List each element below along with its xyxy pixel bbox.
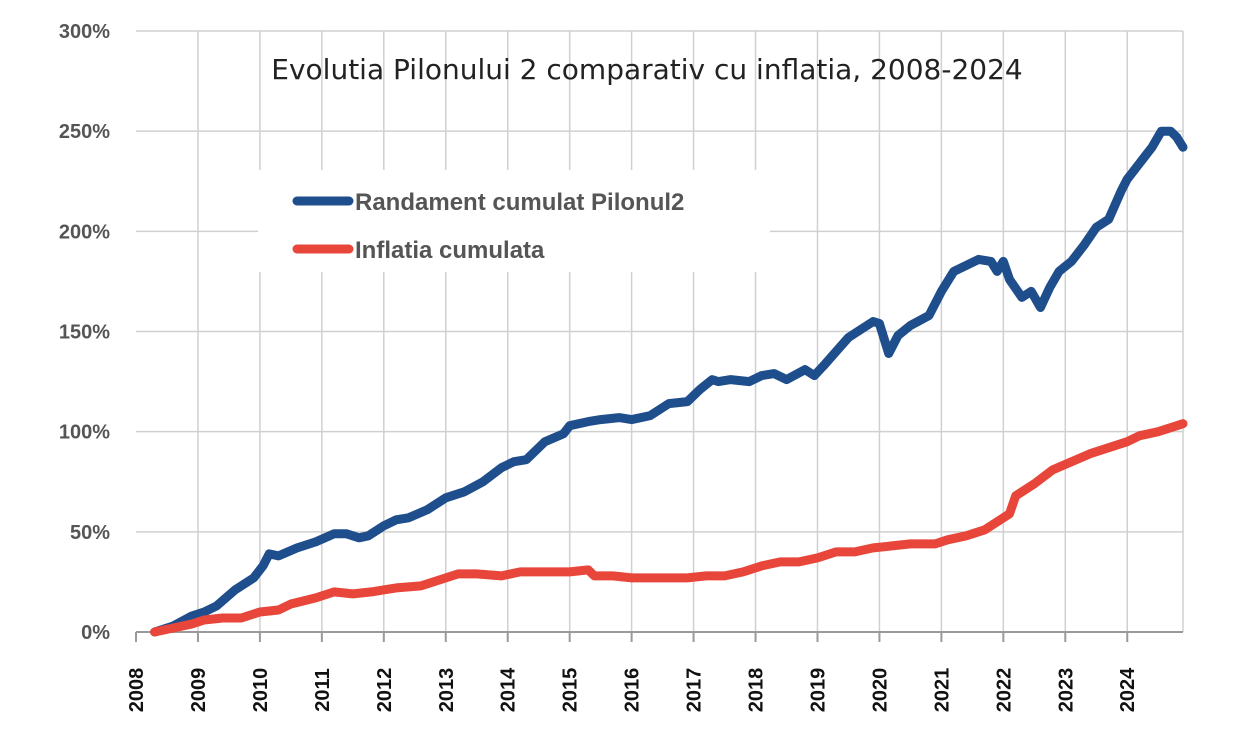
y-tick-label: 0% [81, 622, 110, 644]
x-tick-label: 2019 [807, 668, 829, 713]
x-tick-label: 2014 [498, 667, 520, 712]
x-tick-label: 2023 [1055, 668, 1077, 713]
legend: Randament cumulat Pilonul2 Inflatia cumul… [258, 170, 770, 272]
x-tick-label: 2013 [436, 668, 458, 713]
x-tick-label: 2024 [1117, 667, 1139, 712]
x-tick-label: 2009 [188, 668, 210, 713]
x-tick-label: 2015 [560, 668, 582, 713]
legend-label: Randament cumulat Pilonul2 [355, 189, 684, 216]
x-tick-label: 2012 [374, 668, 396, 713]
series-line [150, 126, 1188, 637]
legend-label: Inflatia cumulata [355, 237, 545, 264]
y-tick-label: 150% [59, 322, 110, 344]
y-tick-label: 300% [59, 21, 110, 43]
series-line [150, 419, 1188, 637]
y-tick-label: 100% [59, 422, 110, 444]
x-tick-label: 2017 [684, 668, 706, 713]
x-tick-label: 2022 [993, 668, 1015, 713]
axes: 0% 50% 100% 150% 200% 250% 300% 2008 2009 2010 201… [59, 21, 1183, 712]
x-tick-label: 2021 [931, 668, 953, 713]
y-tick-label: 250% [59, 121, 110, 143]
y-tick-label: 200% [59, 221, 110, 243]
series-layer [150, 126, 1188, 637]
x-tick-label: 2008 [126, 668, 148, 713]
y-tick-label: 50% [70, 522, 110, 544]
x-tick-label: 2020 [869, 668, 891, 713]
x-tick-label: 2011 [312, 668, 334, 711]
grid [136, 30, 1184, 632]
x-tick-label: 2018 [746, 668, 768, 713]
legend-background [258, 170, 770, 272]
x-tick-label: 2010 [250, 668, 272, 713]
chart-title: Evolutia Pilonului 2 comparativ cu infla… [271, 53, 1022, 86]
x-tick-label: 2016 [622, 668, 644, 713]
